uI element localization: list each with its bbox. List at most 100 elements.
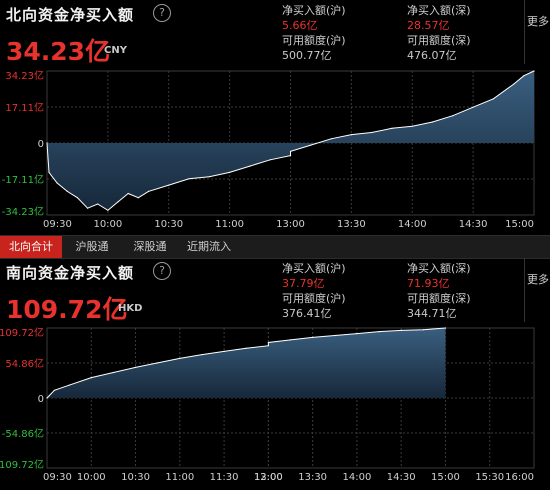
north-data-point	[249, 165, 251, 167]
north-data-point	[48, 171, 50, 173]
south-shen-quota-value: 344.71亿	[407, 307, 457, 320]
north-xtick-label: 14:00	[398, 219, 427, 230]
south-title: 南向资金净买入额	[6, 264, 135, 282]
south-data-point	[378, 331, 380, 333]
north-data-point	[330, 138, 332, 140]
south-xtick-label: 10:30	[121, 472, 150, 483]
north-xtick-label: 13:30	[337, 219, 366, 230]
north-hu-quota-value: 500.77亿	[282, 49, 332, 62]
south-data-point	[223, 350, 225, 352]
south-hu-value: 37.79亿	[282, 277, 325, 290]
tab-bar: 北向合计 沪股通 深股通 近期流入	[0, 235, 550, 259]
south-ytick-label: 54.86亿	[5, 357, 44, 370]
south-hu-label: 净买入额(沪)	[282, 262, 346, 275]
south-data-point	[46, 397, 48, 399]
south-data-point	[201, 354, 203, 356]
north-data-point	[472, 106, 474, 108]
north-data-point	[87, 207, 89, 209]
south-data-point	[53, 389, 56, 391]
north-more-label: 更多	[527, 15, 549, 28]
north-shen-quota-label: 可用额度(深)	[407, 34, 471, 47]
north-data-point	[66, 190, 68, 192]
north-net-value: 34.23亿	[6, 37, 111, 66]
north-xtick-label: 11:00	[215, 219, 244, 230]
north-data-point	[269, 159, 271, 161]
south-xtick-label: 16:00	[505, 472, 534, 483]
north-data-point	[127, 192, 129, 195]
north-data-point	[56, 182, 58, 184]
south-hu-quota-label: 可用额度(沪)	[282, 292, 346, 305]
south-xtick-label: 09:30	[43, 472, 72, 483]
north-data-point	[452, 115, 454, 117]
tab-shenzhen-connect[interactable]: 深股通	[133, 240, 167, 253]
north-data-point	[371, 131, 373, 134]
south-data-point	[356, 333, 358, 335]
north-xtick-label: 09:30	[43, 219, 72, 230]
north-data-point	[310, 144, 312, 146]
south-shen-label: 净买入额(深)	[407, 262, 471, 275]
north-header: 北向资金净买入额 ? 34.23亿 CNY 净买入额(沪) 5.66亿 可用额度…	[0, 0, 550, 66]
north-data-point	[117, 201, 119, 203]
north-data-point	[76, 197, 78, 199]
north-ytick-label: -34.23亿	[2, 205, 44, 218]
south-data-point	[400, 329, 402, 331]
south-data-point	[245, 347, 247, 349]
north-data-point	[46, 142, 48, 144]
north-data-point	[411, 125, 413, 127]
north-data-point	[492, 98, 494, 100]
north-shen-value: 28.57亿	[407, 19, 450, 32]
south-xtick-label: 14:00	[342, 472, 371, 483]
south-xtick-label: 15:30	[475, 472, 504, 483]
north-shen-label: 净买入额(深)	[407, 4, 471, 17]
south-xtick-label: 12:00	[254, 472, 283, 483]
north-data-point	[533, 70, 535, 72]
north-hu-label: 净买入额(沪)	[282, 4, 346, 17]
tab-recent-inflow[interactable]: 近期流入	[187, 240, 231, 253]
south-panel: 南向资金净买入额 ? 109.72亿 HKD 净买入额(沪) 37.79亿 可用…	[0, 258, 550, 490]
north-data-point	[147, 190, 150, 192]
south-more-label: 更多	[527, 273, 549, 286]
south-shen-quota-label: 可用额度(深)	[407, 292, 471, 305]
help-icon[interactable]: ?	[153, 262, 171, 280]
north-data-point	[289, 150, 292, 152]
north-ytick-label: 34.23亿	[5, 69, 44, 82]
south-xtick-label: 13:30	[298, 472, 327, 483]
north-data-point	[168, 184, 170, 186]
south-ytick-label: 109.72亿	[0, 326, 44, 339]
tab-shanghai-connect[interactable]: 沪股通	[75, 240, 109, 253]
north-data-point	[229, 171, 231, 173]
south-data-point	[267, 341, 269, 344]
south-shen-value: 71.93亿	[407, 277, 450, 290]
south-currency: HKD	[118, 303, 143, 314]
tab-north-total[interactable]: 北向合计	[0, 236, 62, 258]
south-xtick-label: 14:30	[387, 472, 416, 483]
south-data-point	[112, 371, 114, 374]
south-data-point	[68, 384, 70, 386]
south-xtick-label: 13:00	[254, 472, 283, 483]
south-ytick-label: 0	[38, 394, 44, 405]
north-hu-quota-label: 可用额度(沪)	[282, 34, 346, 47]
north-data-point	[289, 155, 292, 157]
south-ytick-label: -54.86亿	[2, 427, 44, 440]
north-data-point	[208, 176, 210, 178]
north-xtick-label: 10:00	[93, 219, 122, 230]
south-data-point	[90, 377, 92, 379]
south-xtick-label: 11:30	[210, 472, 239, 483]
south-ytick-label: -109.72亿	[0, 458, 44, 471]
south-data-point	[134, 366, 137, 368]
north-hu-value: 5.66亿	[282, 19, 318, 32]
north-more-button[interactable]: 更多	[524, 0, 550, 64]
north-data-point	[513, 83, 515, 85]
south-data-point	[312, 336, 314, 338]
north-area-fill	[47, 71, 534, 211]
help-icon[interactable]: ?	[153, 4, 171, 22]
south-data-point	[289, 339, 292, 341]
south-data-point	[422, 329, 424, 331]
north-ytick-label: 17.11亿	[5, 101, 44, 114]
north-data-point	[391, 127, 393, 129]
south-more-button[interactable]: 更多	[524, 258, 550, 322]
north-currency: CNY	[104, 45, 127, 56]
south-data-point	[334, 334, 336, 337]
